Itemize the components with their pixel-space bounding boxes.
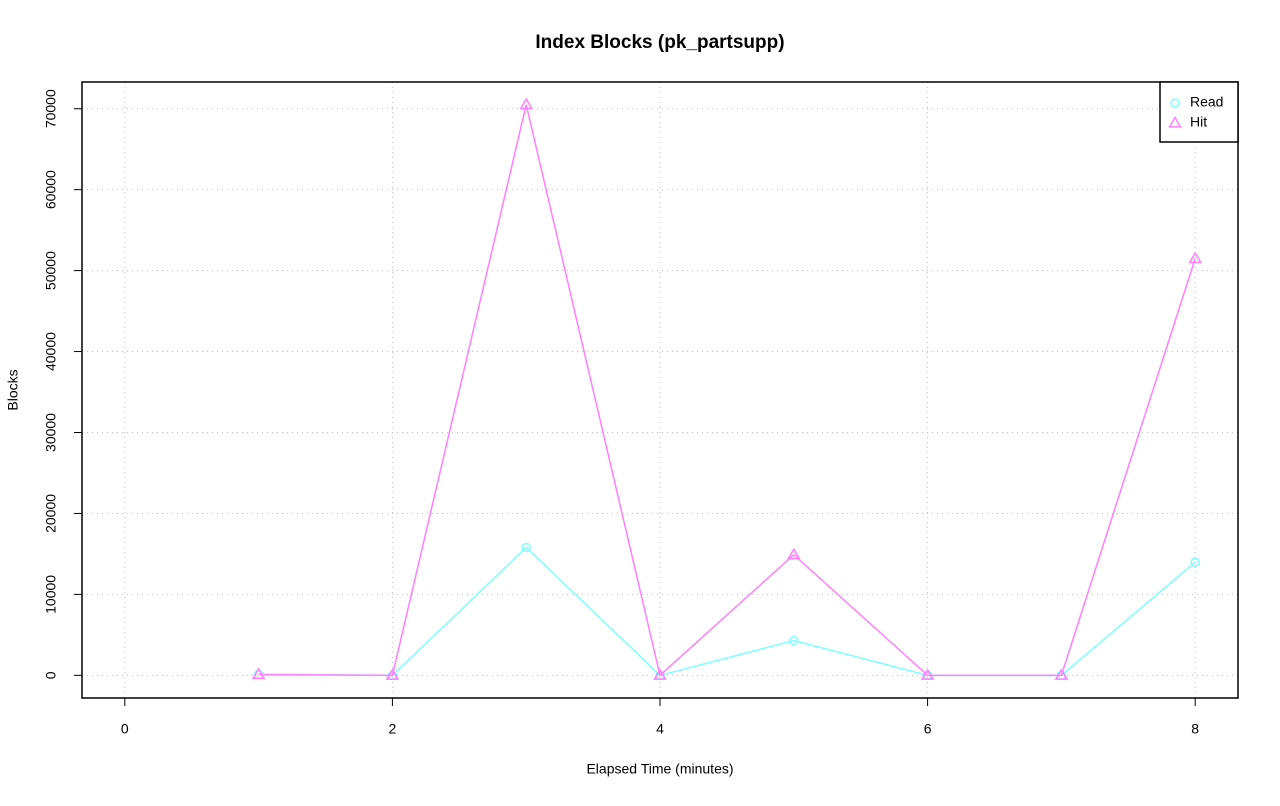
y-tick-label: 10000 (43, 575, 59, 614)
data-point (1188, 251, 1203, 264)
legend-marker (1168, 116, 1182, 128)
data-point (786, 547, 801, 560)
chart-title: Index Blocks (pk_partsupp) (535, 32, 784, 53)
y-tick-label: 70000 (43, 89, 59, 128)
data-point (789, 635, 799, 646)
series-line (258, 104, 1196, 677)
data-point (519, 97, 534, 110)
y-tick-label: 50000 (43, 251, 59, 290)
y-tick-label: 20000 (43, 494, 59, 533)
legend-label: Hit (1190, 114, 1207, 130)
data-point (1054, 668, 1069, 680)
x-tick-label: 2 (389, 721, 397, 737)
y-tick-label: 30000 (43, 413, 59, 452)
legend-marker (1170, 98, 1180, 108)
data-point (920, 668, 935, 680)
x-tick-label: 6 (924, 721, 932, 737)
data-point (1190, 557, 1200, 567)
data-point (251, 667, 266, 680)
data-point (385, 668, 400, 680)
legend-box (1159, 81, 1239, 143)
y-tick-label: 40000 (43, 332, 59, 371)
plot-frame (81, 81, 1239, 699)
y-axis-label: Blocks (5, 369, 21, 410)
y-tick-label: 0 (43, 671, 59, 679)
legend-label: Read (1190, 94, 1223, 110)
x-tick-label: 0 (121, 721, 129, 737)
data-point (653, 668, 667, 680)
y-tick-label: 60000 (43, 170, 59, 209)
x-tick-label: 8 (1191, 721, 1199, 737)
data-point (521, 542, 531, 553)
x-axis-label: Elapsed Time (minutes) (586, 761, 733, 777)
x-tick-label: 4 (656, 721, 664, 737)
